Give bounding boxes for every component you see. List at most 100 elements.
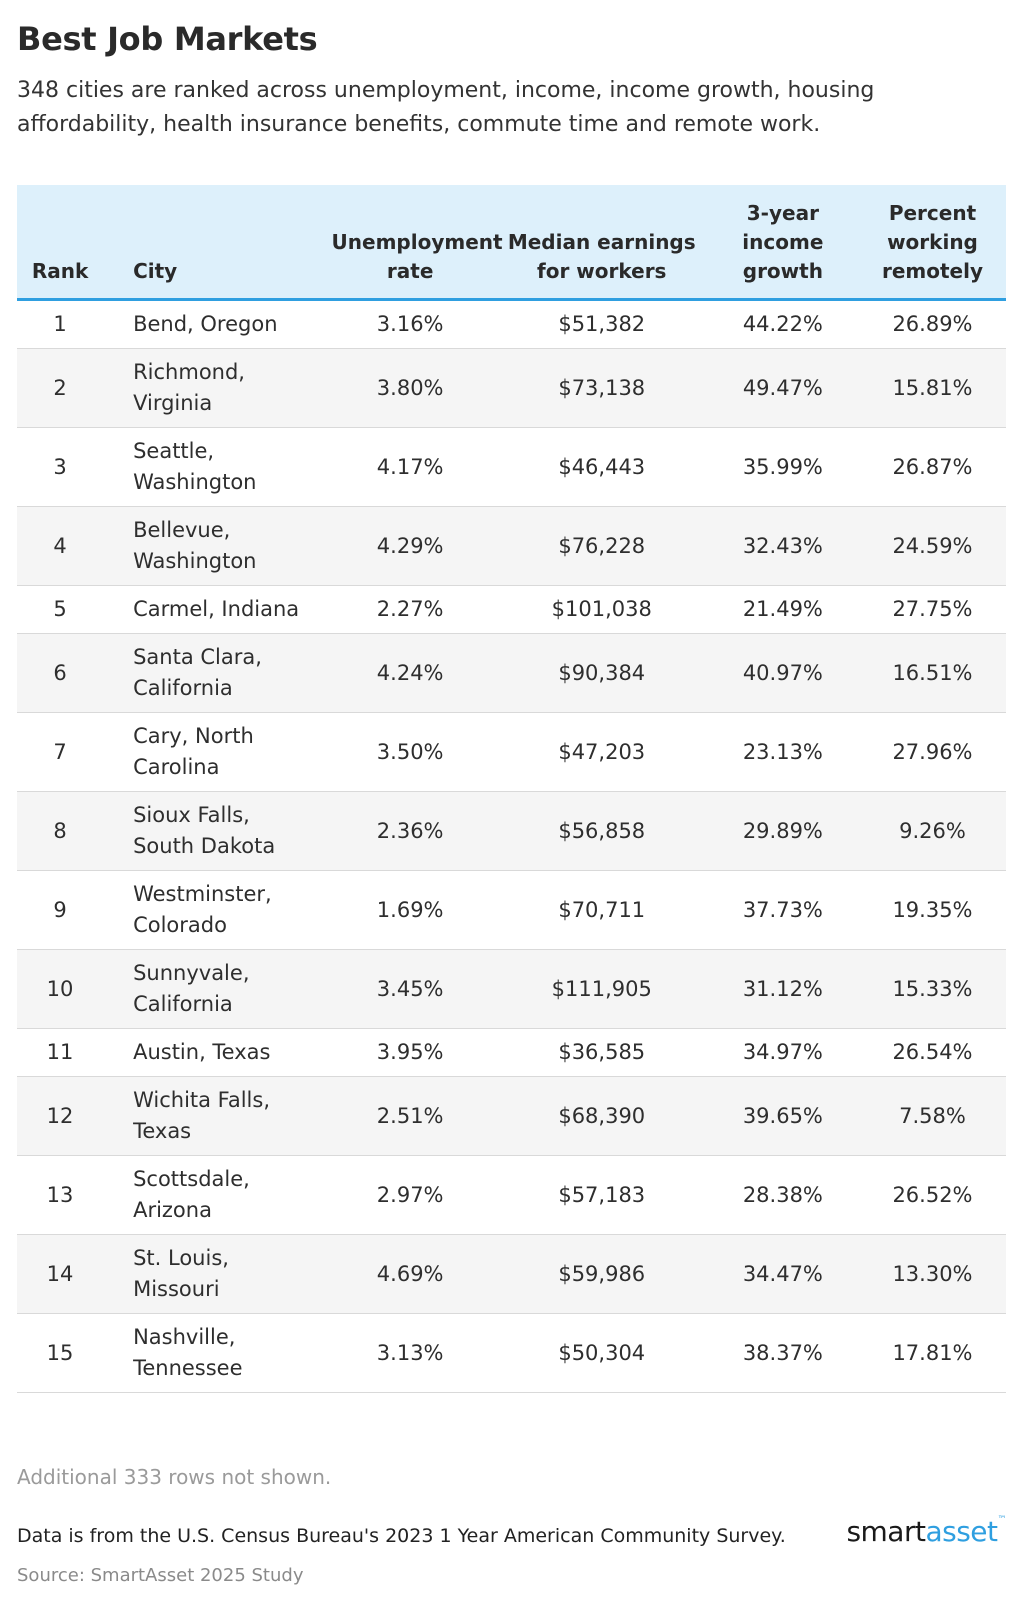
unemployment-rate-cell: 1.69% — [323, 870, 497, 950]
remote-work-cell: 26.52% — [858, 1155, 1006, 1235]
remote-work-cell: 24.59% — [858, 506, 1006, 586]
unemployment-rate-cell: 2.51% — [323, 1076, 497, 1156]
table-row: 7 Cary, North Carolina 3.50% $47,203 23.13% 2… — [17, 712, 1006, 792]
trademark-mark: ™ — [997, 1515, 1007, 1525]
remote-work-cell: 27.75% — [858, 585, 1006, 634]
job-markets-table: Rank City Unemployment rate Median earni… — [17, 185, 1006, 1393]
median-earnings-cell: $56,858 — [496, 791, 707, 871]
city-cell: Cary, North Carolina — [103, 712, 324, 792]
unemployment-rate-cell: 3.13% — [323, 1313, 497, 1393]
page-title: Best Job Markets — [17, 20, 318, 58]
column-header-city: City — [103, 185, 324, 301]
table-row: 1 Bend, Oregon 3.16% $51,382 44.22% 26.89% — [17, 299, 1006, 349]
city-cell: Wichita Falls, Texas — [103, 1076, 324, 1156]
median-earnings-cell: $36,585 — [496, 1028, 707, 1077]
city-cell: Carmel, Indiana — [103, 585, 324, 634]
unemployment-rate-cell: 4.17% — [323, 427, 497, 507]
median-earnings-cell: $68,390 — [496, 1076, 707, 1156]
data-source-note: Data is from the U.S. Census Bureau's 20… — [17, 1525, 786, 1547]
rank-cell: 4 — [17, 506, 104, 586]
column-header-income-growth: 3-year income growth — [706, 185, 859, 301]
table-row: 12 Wichita Falls, Texas 2.51% $68,390 39.65%… — [17, 1076, 1006, 1156]
city-cell: Sioux Falls, South Dakota — [103, 791, 324, 871]
unemployment-rate-cell: 3.80% — [323, 348, 497, 428]
rows-not-shown-note: Additional 333 rows not shown. — [17, 1465, 332, 1489]
city-cell: Scottsdale, Arizona — [103, 1155, 324, 1235]
income-growth-cell: 49.47% — [706, 348, 859, 428]
logo-text-asset: asset — [925, 1515, 998, 1548]
city-cell: Bellevue, Washington — [103, 506, 324, 586]
city-cell: Richmond, Virginia — [103, 348, 324, 428]
rank-cell: 2 — [17, 348, 104, 428]
unemployment-rate-cell: 3.50% — [323, 712, 497, 792]
median-earnings-cell: $101,038 — [496, 585, 707, 634]
unemployment-rate-cell: 3.45% — [323, 949, 497, 1029]
income-growth-cell: 34.97% — [706, 1028, 859, 1077]
unemployment-rate-cell: 4.24% — [323, 633, 497, 713]
logo-text-smart: smart — [846, 1515, 926, 1548]
rank-cell: 9 — [17, 870, 104, 950]
rank-cell: 11 — [17, 1028, 104, 1077]
unemployment-rate-cell: 4.29% — [323, 506, 497, 586]
remote-work-cell: 17.81% — [858, 1313, 1006, 1393]
table-header-row: Rank City Unemployment rate Median earni… — [17, 185, 1006, 301]
column-header-remote-work: Percent working remotely — [858, 185, 1006, 301]
unemployment-rate-cell: 2.36% — [323, 791, 497, 871]
table-row: 2 Richmond, Virginia 3.80% $73,138 49.47% 15.… — [17, 348, 1006, 428]
income-growth-cell: 34.47% — [706, 1234, 859, 1314]
rank-cell: 3 — [17, 427, 104, 507]
median-earnings-cell: $57,183 — [496, 1155, 707, 1235]
remote-work-cell: 27.96% — [858, 712, 1006, 792]
remote-work-cell: 26.89% — [858, 299, 1006, 349]
income-growth-cell: 21.49% — [706, 585, 859, 634]
income-growth-cell: 38.37% — [706, 1313, 859, 1393]
remote-work-cell: 15.33% — [858, 949, 1006, 1029]
rank-cell: 15 — [17, 1313, 104, 1393]
rank-cell: 10 — [17, 949, 104, 1029]
unemployment-rate-cell: 3.16% — [323, 299, 497, 349]
remote-work-cell: 26.87% — [858, 427, 1006, 507]
income-growth-cell: 39.65% — [706, 1076, 859, 1156]
city-cell: Austin, Texas — [103, 1028, 324, 1077]
table-row: 5 Carmel, Indiana 2.27% $101,038 21.49% 27.75… — [17, 585, 1006, 634]
table-row: 15 Nashville, Tennessee 3.13% $50,304 38.37%… — [17, 1313, 1006, 1393]
median-earnings-cell: $76,228 — [496, 506, 707, 586]
income-growth-cell: 31.12% — [706, 949, 859, 1029]
page-subtitle: 348 cities are ranked across unemploymen… — [17, 78, 875, 137]
city-cell: Nashville, Tennessee — [103, 1313, 324, 1393]
unemployment-rate-cell: 2.27% — [323, 585, 497, 634]
unemployment-rate-cell: 2.97% — [323, 1155, 497, 1235]
rank-cell: 12 — [17, 1076, 104, 1156]
median-earnings-cell: $46,443 — [496, 427, 707, 507]
median-earnings-cell: $47,203 — [496, 712, 707, 792]
median-earnings-cell: $59,986 — [496, 1234, 707, 1314]
unemployment-rate-cell: 4.69% — [323, 1234, 497, 1314]
remote-work-cell: 15.81% — [858, 348, 1006, 428]
remote-work-cell: 26.54% — [858, 1028, 1006, 1077]
rank-cell: 5 — [17, 585, 104, 634]
table-row: 10 Sunnyvale, California 3.45% $111,905 31.1… — [17, 949, 1006, 1029]
source-credit: Source: SmartAsset 2025 Study — [17, 1565, 304, 1586]
income-growth-cell: 35.99% — [706, 427, 859, 507]
table-row: 6 Santa Clara, California 4.24% $90,384 40.9… — [17, 633, 1006, 713]
remote-work-cell: 7.58% — [858, 1076, 1006, 1156]
smartasset-logo: smartasset™ — [846, 1515, 1006, 1548]
income-growth-cell: 44.22% — [706, 299, 859, 349]
table-row: 13 Scottsdale, Arizona 2.97% $57,183 28.38% 2… — [17, 1155, 1006, 1235]
table-row: 14 St. Louis, Missouri 4.69% $59,986 34.47% 1… — [17, 1234, 1006, 1314]
table-row: 3 Seattle, Washington 4.17% $46,443 35.99% 26… — [17, 427, 1006, 507]
median-earnings-cell: $70,711 — [496, 870, 707, 950]
income-growth-cell: 28.38% — [706, 1155, 859, 1235]
city-cell: Seattle, Washington — [103, 427, 324, 507]
income-growth-cell: 29.89% — [706, 791, 859, 871]
median-earnings-cell: $73,138 — [496, 348, 707, 428]
median-earnings-cell: $51,382 — [496, 299, 707, 349]
rank-cell: 1 — [17, 299, 104, 349]
table-row: 4 Bellevue, Washington 4.29% $76,228 32.43% 2… — [17, 506, 1006, 586]
rank-cell: 8 — [17, 791, 104, 871]
city-cell: Westminster, Colorado — [103, 870, 324, 950]
table-row: 9 Westminster, Colorado 1.69% $70,711 37.73%… — [17, 870, 1006, 950]
rank-cell: 6 — [17, 633, 104, 713]
remote-work-cell: 9.26% — [858, 791, 1006, 871]
income-growth-cell: 23.13% — [706, 712, 859, 792]
